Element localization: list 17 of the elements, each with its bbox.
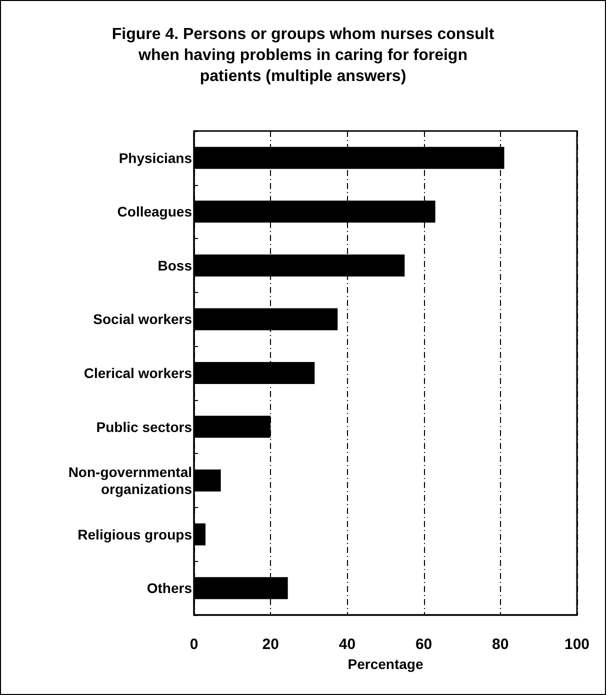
y-tick-label: Religious groups [78, 526, 192, 542]
x-tick-label: 100 [564, 636, 590, 653]
x-tick-label: 60 [415, 636, 432, 653]
x-axis-title: Percentage [348, 656, 424, 672]
y-tick-label: Public sectors [96, 418, 192, 435]
y-tick-label: Clerical workers [84, 365, 192, 381]
y-tick-label: Others [146, 580, 192, 596]
x-tick-label: 20 [262, 636, 279, 653]
y-tick-label: Colleagues [117, 204, 192, 220]
y-tick-label: Non-governmental organizations [68, 464, 192, 498]
y-tick-label: Physicians [118, 150, 192, 166]
x-tick-label: 0 [190, 636, 198, 653]
chart-title: Figure 4. Persons or groups whom nurses consult when having problems in caring for foreign patients (multiple answers) [112, 26, 495, 85]
x-tick-label: 40 [338, 636, 356, 653]
y-tick-label: Social workers [93, 311, 192, 328]
y-tick-label: Boss [158, 257, 192, 274]
x-tick-label: 80 [492, 636, 509, 653]
